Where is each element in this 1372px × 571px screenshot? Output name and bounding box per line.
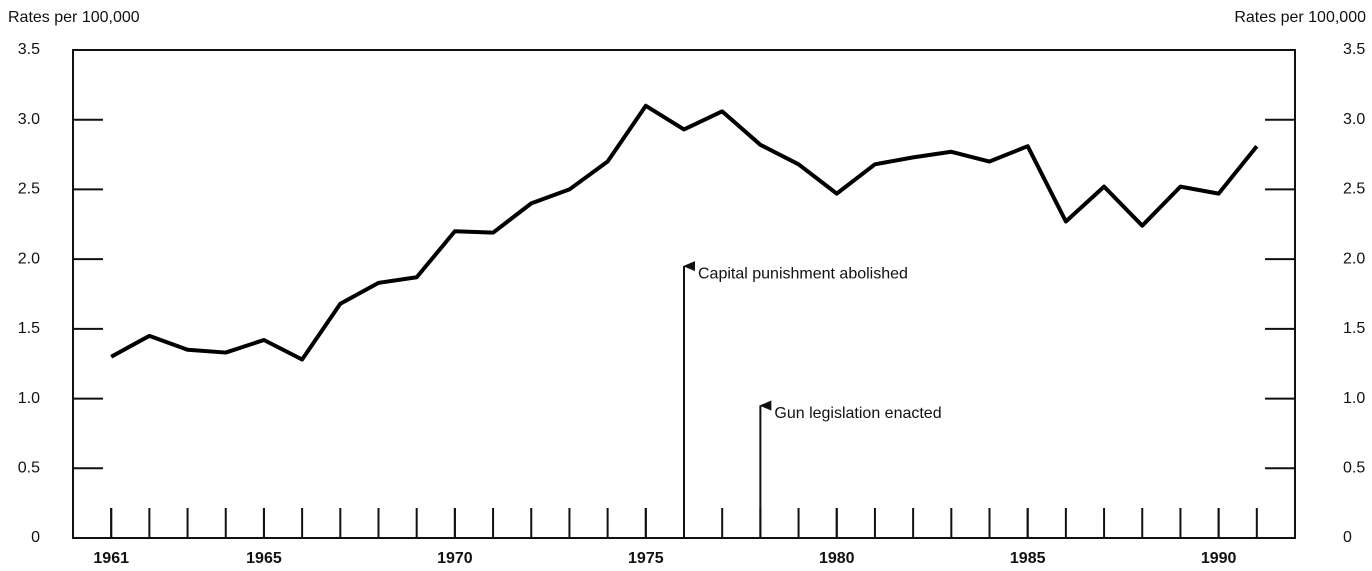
y-tick-label: 3.0 — [18, 111, 40, 128]
y2-tick-label: 1.5 — [1343, 320, 1365, 337]
y-tick-label: 2.5 — [18, 181, 40, 198]
y2-tick-label: 3.0 — [1343, 111, 1365, 128]
y2-axis-label: Rates per 100,000 — [1234, 9, 1366, 26]
data-line — [110, 103, 1259, 362]
y2-tick-label: 0 — [1343, 529, 1352, 546]
y2-tick-label: 0.5 — [1343, 460, 1365, 477]
y2-tick-label: 2.0 — [1343, 250, 1365, 267]
y-tick-label: 2.0 — [18, 250, 40, 267]
x-tick-label: 1961 — [93, 550, 129, 567]
y-tick-label: 0.5 — [18, 460, 40, 477]
y2-tick-label: 3.5 — [1343, 41, 1365, 58]
y-tick-label: 3.5 — [18, 41, 40, 58]
y-axis-label: Rates per 100,000 — [8, 9, 140, 26]
x-tick-label: 1965 — [246, 550, 282, 567]
y2-tick-label: 1.0 — [1343, 390, 1365, 407]
annotation-text: Capital punishment abolished — [698, 265, 908, 282]
x-tick-label: 1985 — [1010, 550, 1046, 567]
x-tick-label: 1975 — [628, 550, 664, 567]
x-tick-label: 1990 — [1201, 550, 1237, 567]
y-tick-label: 0 — [31, 529, 40, 546]
y-tick-label: 1.5 — [18, 320, 40, 337]
annotation-text: Gun legislation enacted — [774, 405, 941, 422]
x-tick-label: 1970 — [437, 550, 473, 567]
x-tick-label: 1980 — [819, 550, 855, 567]
y-tick-label: 1.0 — [18, 390, 40, 407]
y2-tick-label: 2.5 — [1343, 181, 1365, 198]
